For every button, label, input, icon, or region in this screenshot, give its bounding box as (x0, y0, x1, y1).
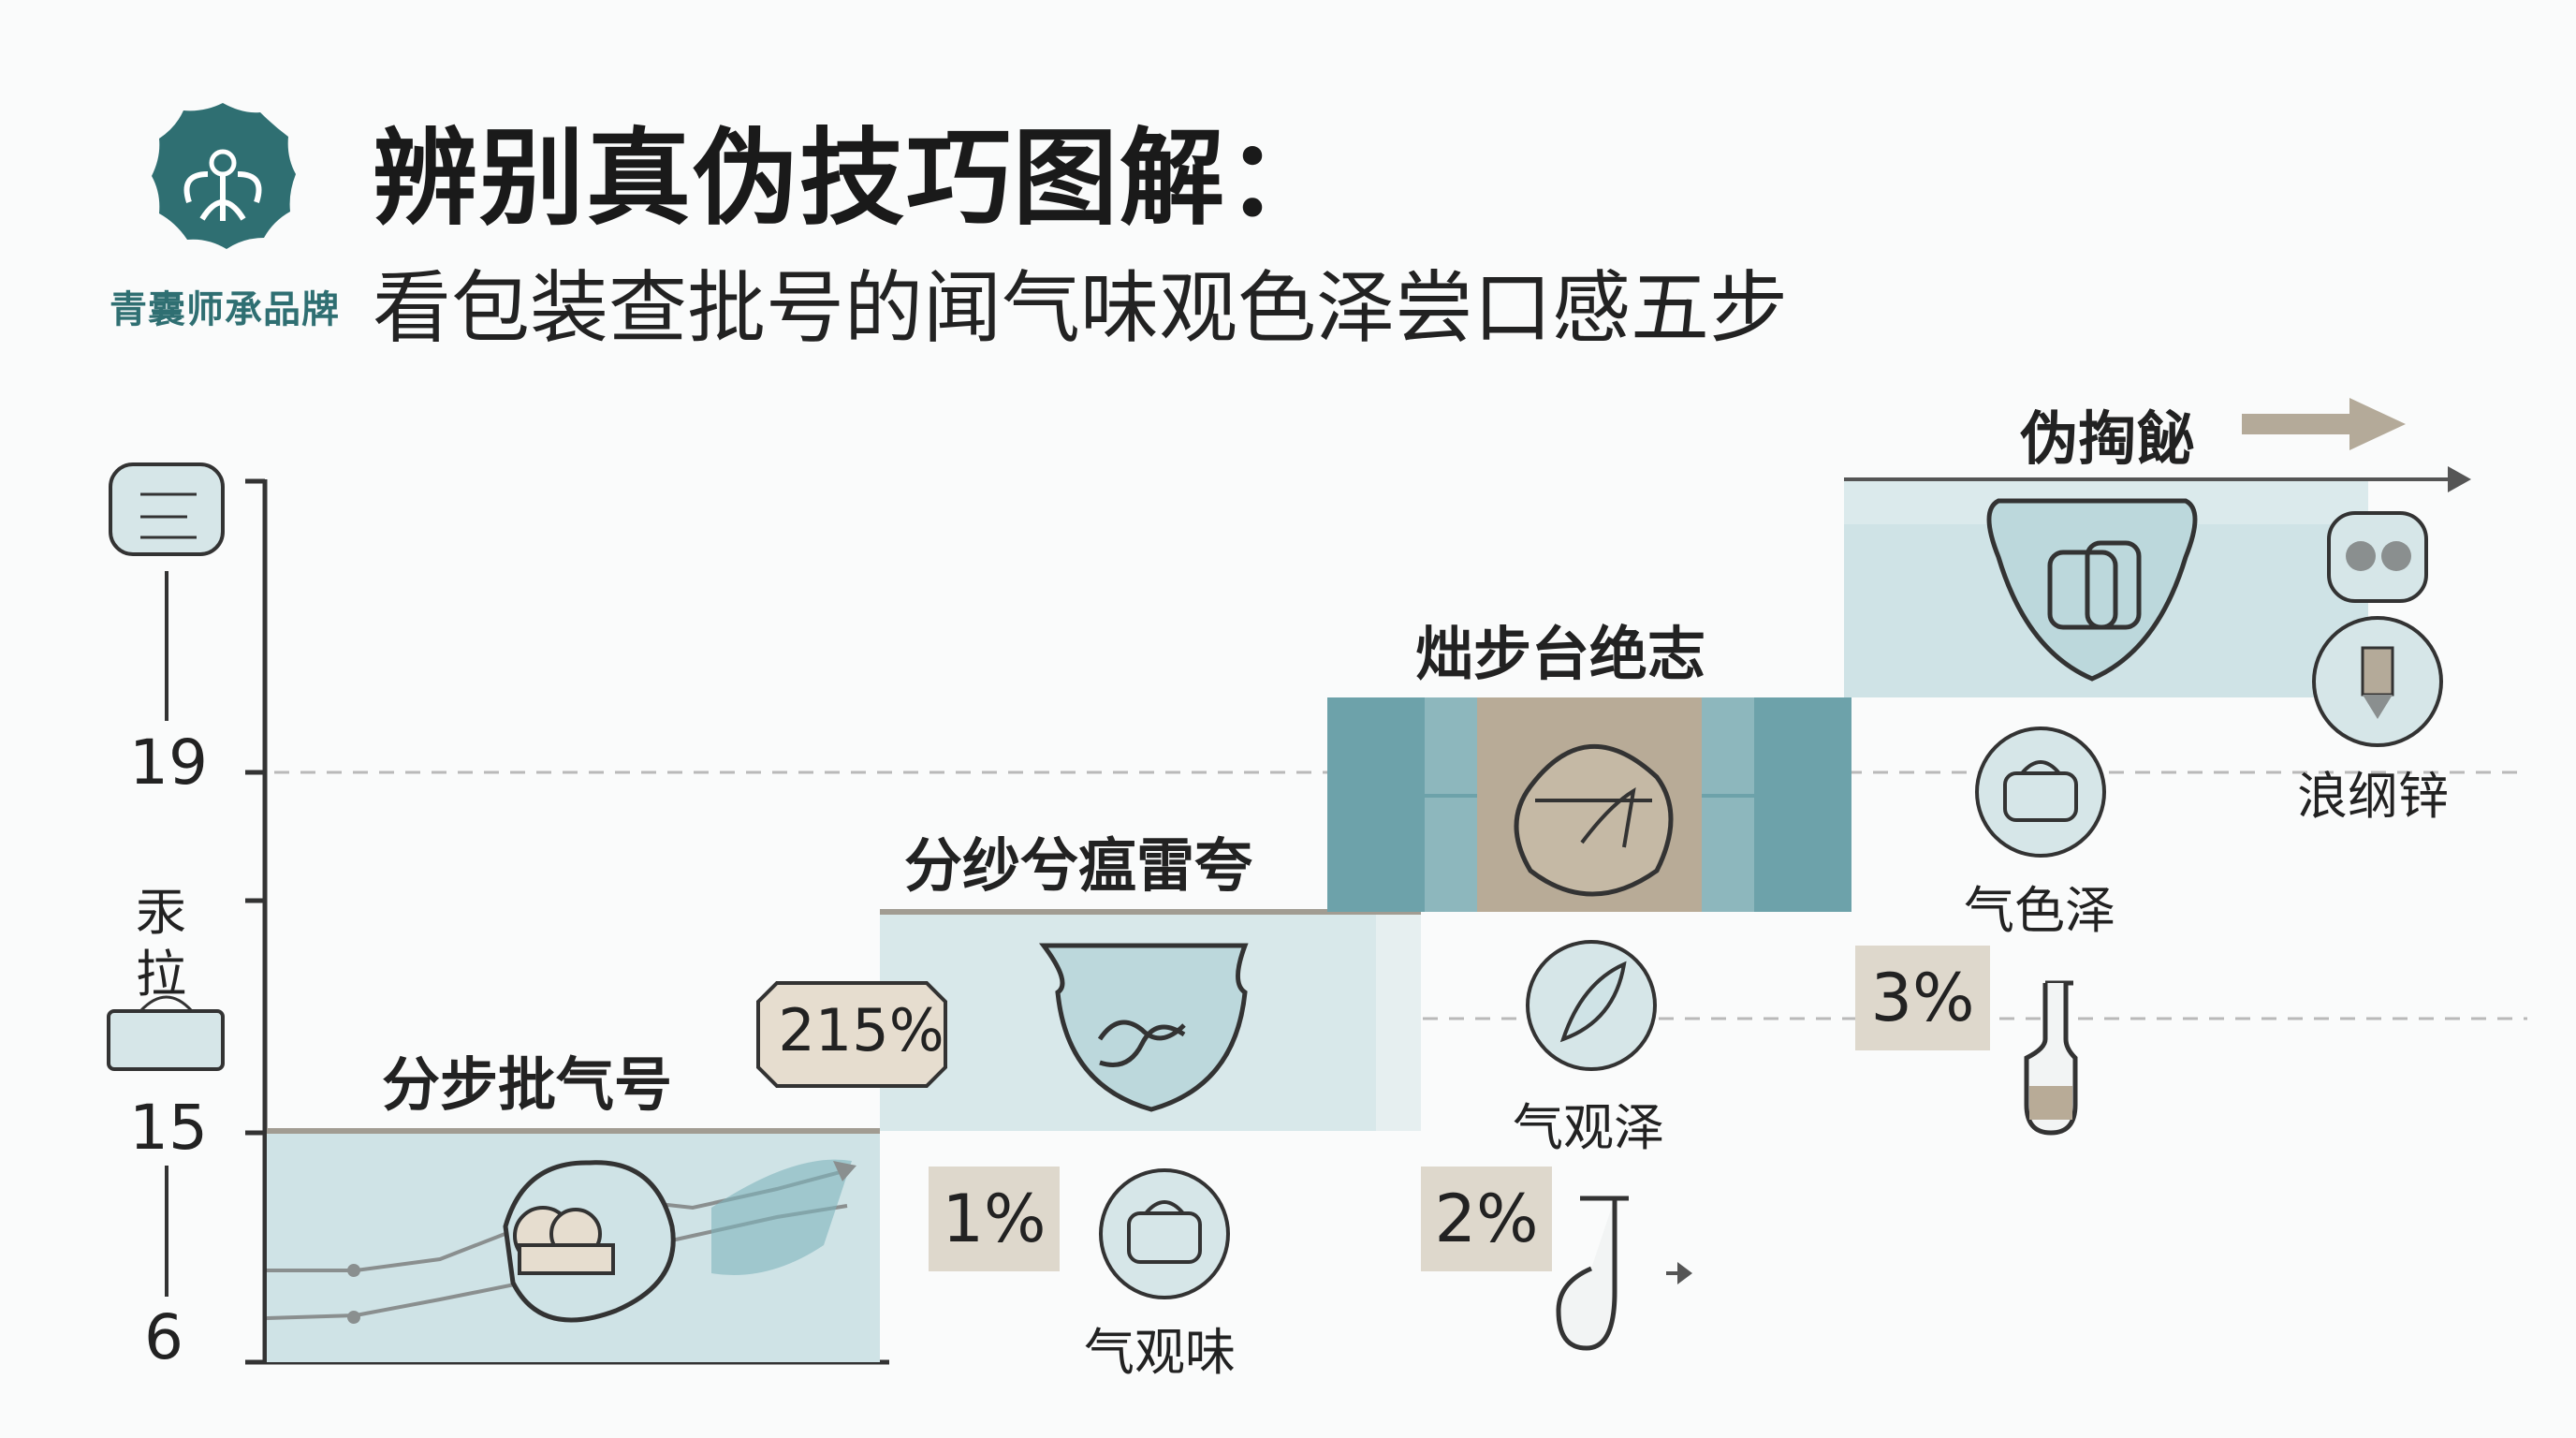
badge-3: 3% (1855, 946, 1990, 1050)
axis-tick-6: 6 (144, 1301, 183, 1373)
test-tube-icon-1 (1556, 1196, 1692, 1351)
axis-tick-19: 19 (129, 726, 208, 799)
icon-label-2: 气观泽 (1513, 1098, 1664, 1157)
brand-name: 青囊师承品牌 (110, 288, 340, 331)
step-4-label: 伪掏飶 (2020, 404, 2195, 473)
leaf-icon (1526, 940, 1657, 1071)
step-1-icon (503, 1160, 676, 1323)
axis-side-label-1: 汞 (136, 883, 186, 942)
top-arrow (2242, 414, 2354, 434)
test-tube-icon-2 (2024, 980, 2078, 1136)
step-1-label: 分步批气号 (382, 1050, 673, 1119)
goggles-icon (2327, 511, 2428, 603)
icon-label-3: 气色泽 (1964, 881, 2115, 940)
bag-icon-2 (1975, 726, 2106, 858)
icon-label-1: 气观味 (1084, 1323, 1236, 1382)
brand-logo (137, 97, 309, 270)
step-4-icon (1986, 498, 2198, 682)
package-icon-top (109, 462, 225, 556)
icon-label-4: 浪纲锌 (2297, 767, 2449, 826)
step-3-icon (1514, 744, 1674, 897)
step-2-label: 分纱兮瘟雷夸 (904, 831, 1253, 900)
axis-side-label-2: 拉 (136, 945, 186, 1004)
badge-215: 215% (778, 996, 944, 1064)
page-title: 辨别真伪技巧图解： (373, 118, 1333, 240)
page-subtitle: 看包装查批号的闻气味观色泽尝口感五步 (373, 262, 1789, 354)
badge-215-shape (756, 981, 947, 1088)
bag-icon-1 (1099, 1168, 1230, 1299)
package-icon-mid (107, 995, 225, 1071)
badge-1: 1% (929, 1167, 1060, 1271)
pen-icon (2312, 616, 2443, 747)
axis-tick-15: 15 (129, 1092, 208, 1164)
badge-2: 2% (1421, 1167, 1552, 1271)
step-3-label: 炪步台绝志 (1415, 620, 1706, 688)
step-2-icon (1039, 943, 1249, 1112)
